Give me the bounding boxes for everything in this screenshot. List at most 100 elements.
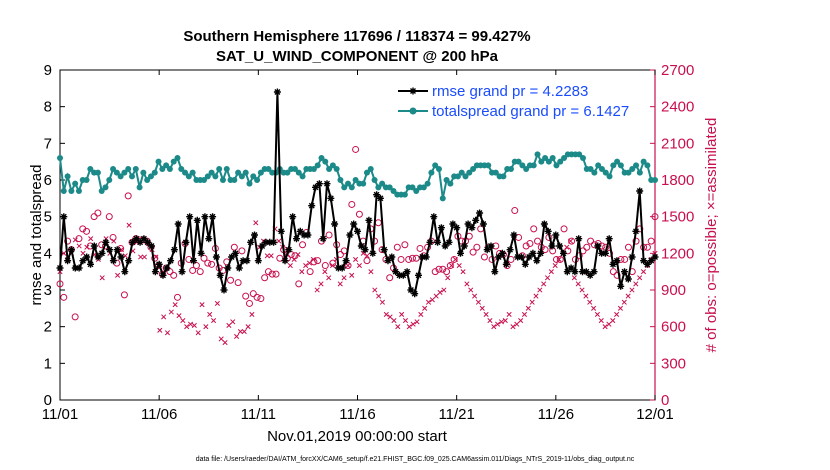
rmse-point	[75, 264, 83, 272]
rmse-point	[148, 242, 155, 250]
rmse-point	[556, 242, 564, 250]
totalspread-point	[352, 177, 359, 183]
rmse-point	[498, 249, 506, 257]
totalspread-point	[610, 162, 617, 169]
rmse-point	[167, 257, 175, 265]
rmse-point	[396, 271, 403, 279]
assimilated-obs-point	[157, 327, 163, 333]
assimilated-obs-point	[483, 311, 489, 317]
totalspread-point	[189, 169, 196, 176]
assimilated-obs-point	[168, 309, 174, 315]
rmse-point	[380, 246, 388, 254]
rmse-point	[476, 209, 484, 217]
rmse-point	[422, 253, 430, 261]
totalspread-point	[121, 169, 128, 176]
rmse-point	[201, 213, 209, 221]
totalspread-point	[238, 173, 245, 180]
possible-obs-point	[583, 243, 591, 251]
possible-obs-point	[511, 207, 519, 215]
assimilated-obs-point	[76, 243, 82, 249]
rmse-point	[94, 253, 102, 261]
assimilated-obs-point	[287, 263, 293, 269]
totalspread-point	[470, 166, 477, 172]
rmse-point	[628, 253, 636, 261]
y-tick-label: 6	[44, 172, 52, 189]
rmse-point	[197, 249, 205, 257]
assimilated-obs-point	[72, 237, 78, 243]
rmse-point	[373, 191, 381, 199]
x-tick-label: 11/06	[141, 406, 177, 423]
assimilated-obs-point	[441, 287, 447, 293]
totalspread-point	[235, 169, 242, 176]
assimilated-obs-point	[326, 275, 332, 281]
totalspread-point	[371, 177, 378, 183]
totalspread-point	[204, 173, 211, 180]
rmse-point	[407, 286, 415, 294]
totalspread-point	[644, 162, 651, 169]
rmse-point	[613, 257, 621, 265]
rmse-point	[548, 242, 556, 250]
possible-obs-point	[416, 244, 424, 252]
totalspread-point	[515, 158, 522, 165]
totalspread-point	[201, 177, 208, 183]
totalspread-point	[246, 180, 253, 187]
totalspread-point	[500, 173, 507, 180]
assimilated-obs-point	[464, 281, 470, 287]
totalspread-point	[337, 177, 344, 183]
y-right-tick-label: 300	[661, 355, 686, 372]
possible-obs-point	[90, 213, 98, 221]
assimilated-obs-point	[617, 305, 624, 311]
rmse-point	[140, 235, 148, 243]
rmse-point	[468, 224, 476, 232]
totalspread-point	[409, 184, 416, 191]
totalspread-point	[299, 173, 306, 180]
assimilated-obs-point	[368, 269, 374, 275]
rmse-point	[209, 213, 217, 221]
y-right-tick-label: 1500	[661, 209, 694, 226]
assimilated-obs-point	[445, 275, 451, 281]
rmse-point	[521, 260, 529, 268]
totalspread-point	[291, 166, 298, 172]
assimilated-obs-point	[276, 238, 282, 244]
assimilated-obs-point	[422, 305, 428, 311]
possible-obs-point	[306, 268, 314, 276]
rmse-point	[285, 246, 293, 254]
rmse-point	[609, 260, 617, 268]
assimilated-obs-point	[161, 314, 167, 320]
assimilated-obs-point	[410, 321, 416, 327]
rmse-point	[571, 268, 579, 276]
rmse-point	[403, 268, 411, 276]
totalspread-point	[629, 166, 636, 172]
assimilated-obs-point	[237, 329, 243, 335]
totalspread-point	[523, 166, 530, 172]
assimilated-obs-point	[525, 305, 531, 311]
assimilated-obs-point	[306, 260, 313, 266]
totalspread-point	[75, 188, 82, 194]
assimilated-obs-point	[126, 222, 132, 228]
possible-obs-point	[393, 243, 401, 251]
possible-obs-point	[632, 237, 640, 245]
rmse-point	[647, 257, 655, 265]
rmse-point	[533, 257, 541, 265]
assimilated-obs-point	[184, 324, 190, 330]
assimilated-obs-point	[399, 311, 405, 317]
totalspread-point	[538, 158, 545, 165]
possible-obs-point	[526, 240, 534, 248]
totalspread-point	[265, 166, 272, 172]
assimilated-obs-point	[606, 321, 612, 327]
assimilated-obs-point	[364, 253, 370, 259]
possible-obs-point	[401, 241, 409, 249]
rmse-point	[430, 213, 438, 221]
chart-subtitle: SAT_U_WIND_COMPONENT @ 200 hPa	[216, 48, 499, 65]
assimilated-obs-point	[234, 333, 240, 339]
legend-totalspread-label: totalspread grand pr = 6.1427	[432, 103, 629, 120]
assimilated-obs-point	[322, 269, 328, 275]
totalspread-point	[492, 169, 499, 176]
totalspread-point	[545, 158, 552, 165]
assimilated-obs-point	[61, 250, 67, 256]
possible-obs-point	[321, 262, 329, 270]
rmse-point	[537, 249, 545, 257]
totalspread-point	[257, 169, 264, 176]
totalspread-point	[242, 169, 249, 176]
totalspread-point	[363, 169, 370, 176]
